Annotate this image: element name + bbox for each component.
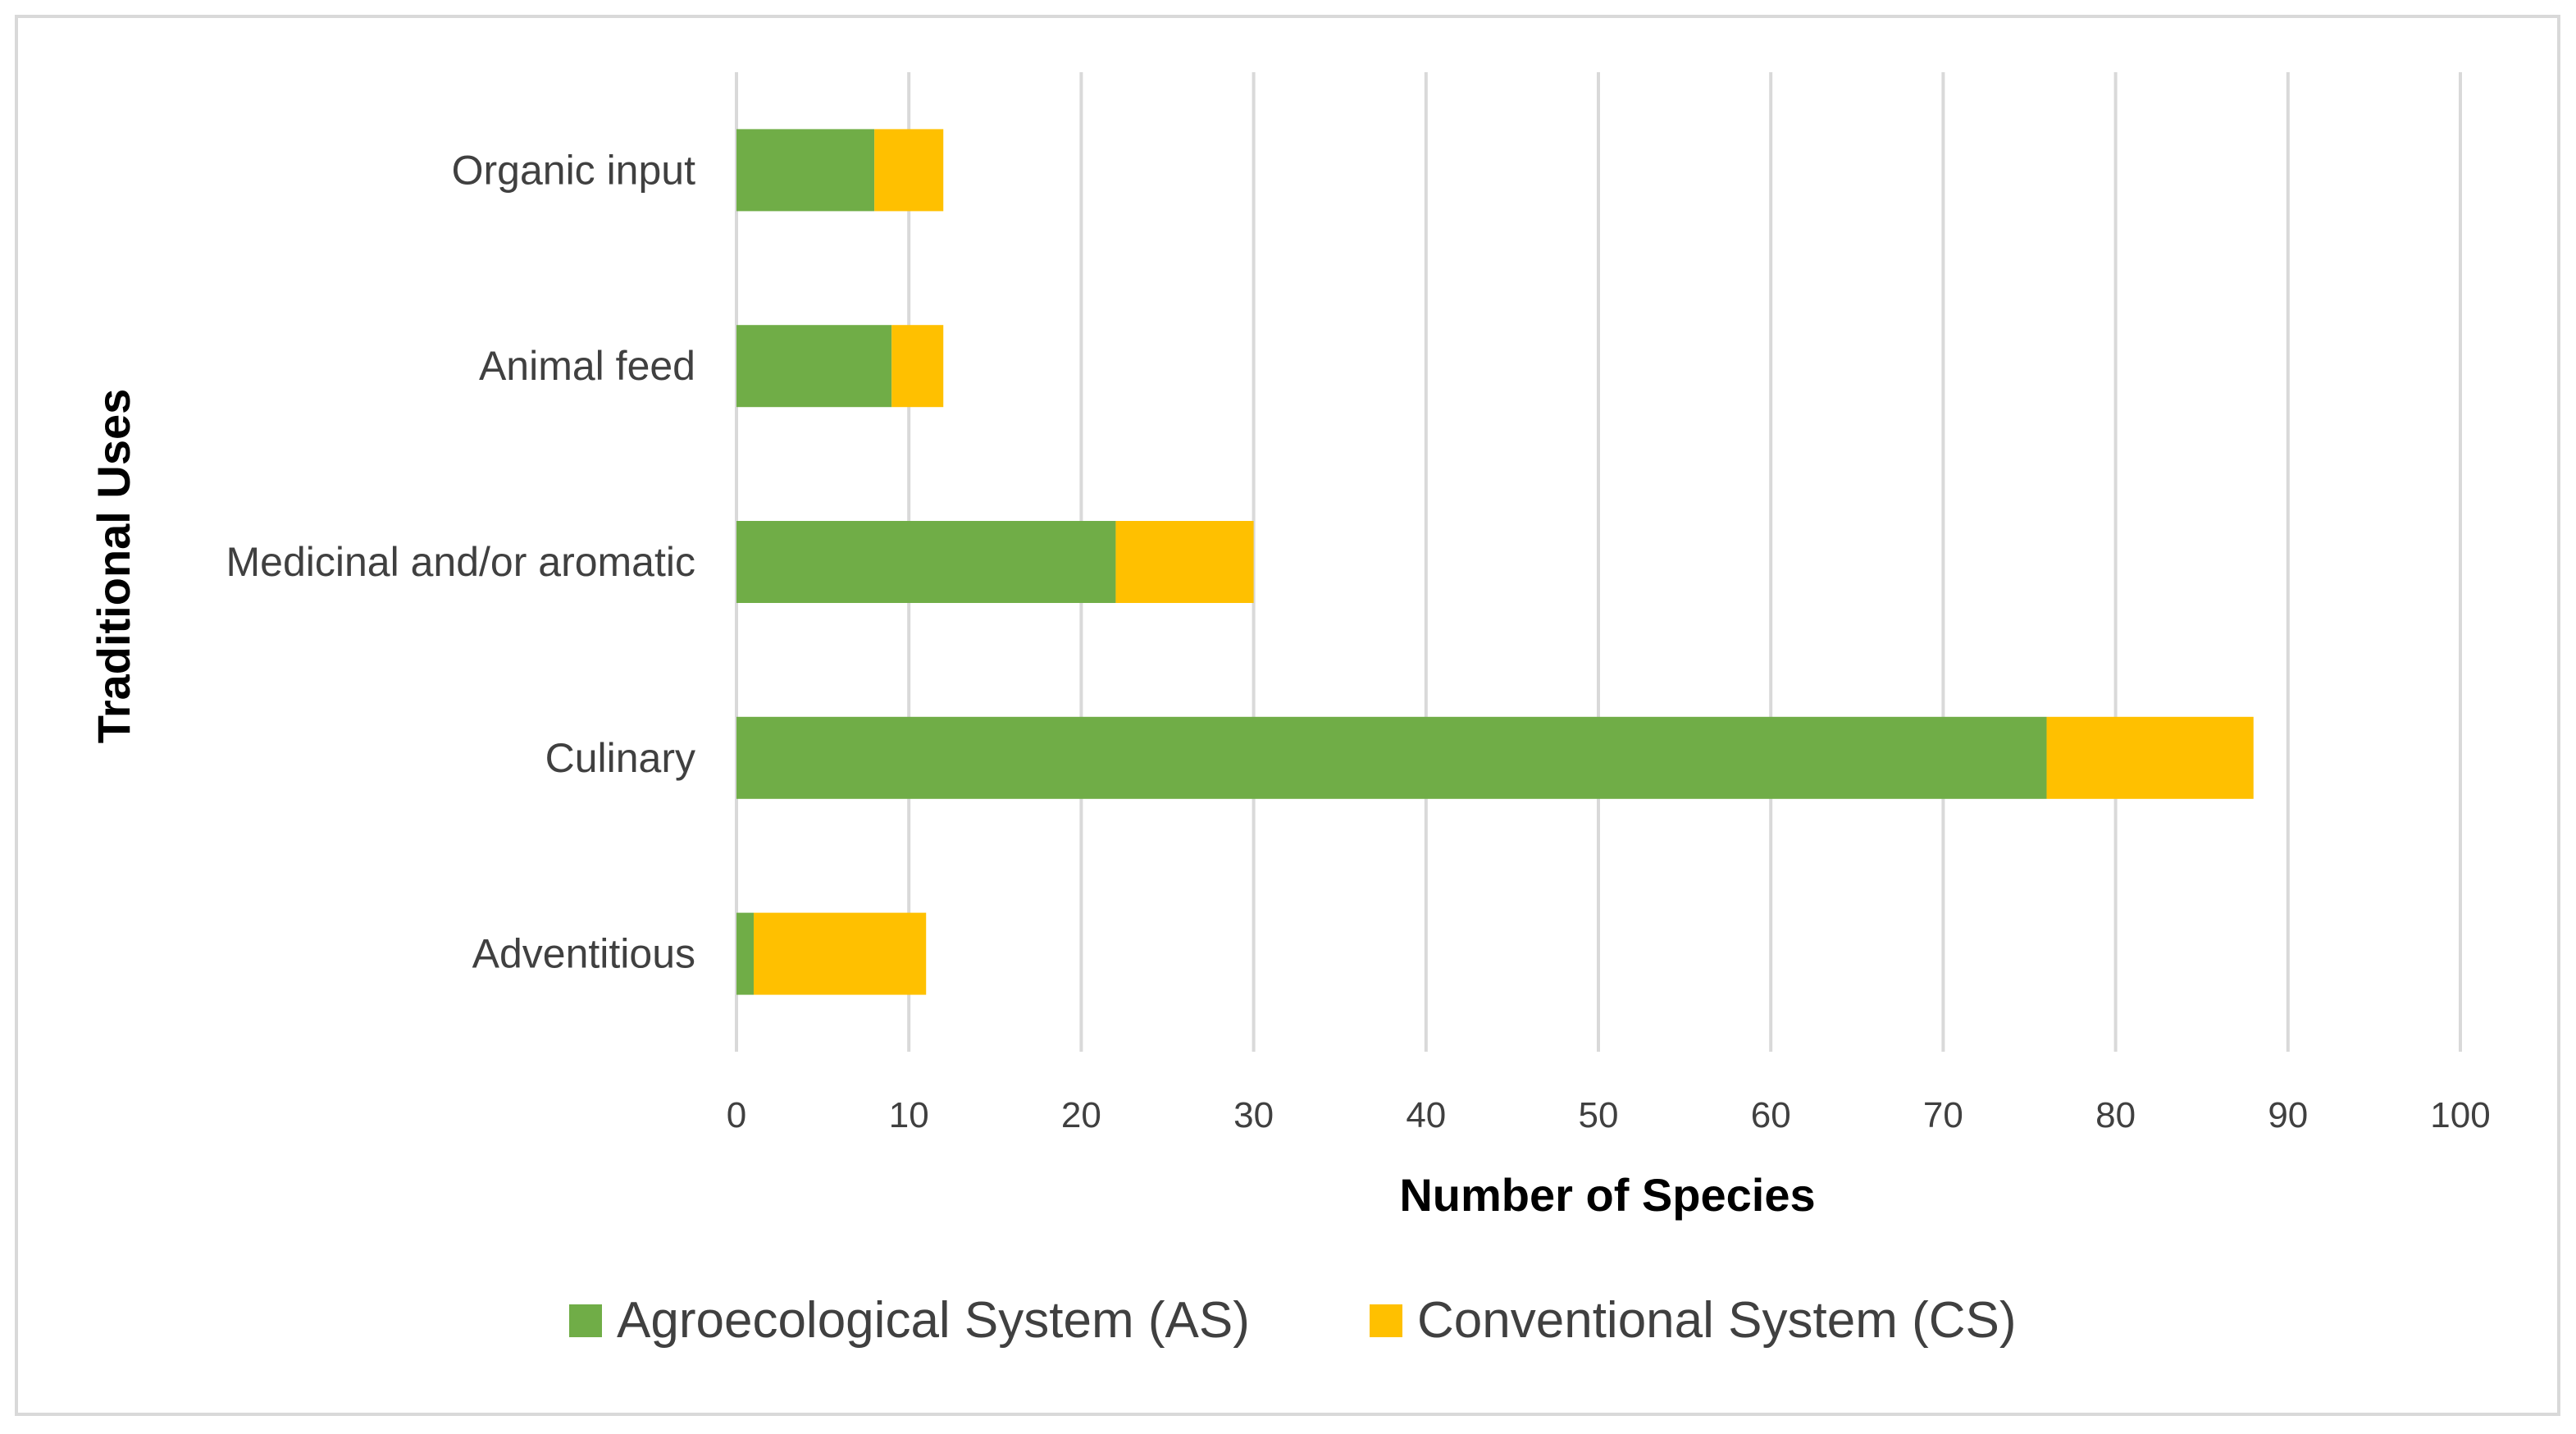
x-tick-label: 50 bbox=[1579, 1095, 1619, 1135]
bar-cs-2 bbox=[1115, 521, 1254, 603]
x-tick-label: 100 bbox=[2430, 1095, 2490, 1135]
gridlines bbox=[735, 72, 2462, 1052]
bar-cs-3 bbox=[2046, 716, 2254, 799]
bar-as-2 bbox=[736, 521, 1116, 603]
x-tick-label: 0 bbox=[727, 1095, 746, 1135]
legend-swatch-cs bbox=[1370, 1304, 1402, 1337]
category-label: Culinary bbox=[545, 735, 695, 781]
legend: Agroecological System (AS) Conventional S… bbox=[569, 1292, 2017, 1349]
bars bbox=[736, 129, 2254, 995]
x-tick-label: 30 bbox=[1233, 1095, 1274, 1135]
category-labels: Organic input Animal feed Medicinal and/or… bbox=[226, 147, 696, 976]
x-tick-label: 40 bbox=[1406, 1095, 1446, 1135]
x-tick-label: 20 bbox=[1061, 1095, 1101, 1135]
x-tick-label: 80 bbox=[2095, 1095, 2136, 1135]
x-tick-label: 70 bbox=[1923, 1095, 1963, 1135]
x-tick-labels: 0 10 20 30 40 50 60 70 80 90 100 bbox=[727, 1095, 2491, 1135]
x-axis-title: Number of Species bbox=[1399, 1169, 1815, 1221]
category-label: Animal feed bbox=[479, 343, 695, 389]
bar-as-4 bbox=[736, 912, 755, 995]
category-label: Adventitious bbox=[472, 931, 695, 977]
category-label: Organic input bbox=[452, 147, 695, 193]
bar-as-1 bbox=[736, 325, 892, 408]
x-tick-label: 10 bbox=[889, 1095, 929, 1135]
bar-cs-1 bbox=[891, 325, 944, 408]
bar-as-3 bbox=[736, 716, 2047, 799]
y-axis-title: Traditional Uses bbox=[88, 389, 139, 744]
chart-border bbox=[15, 15, 2560, 1416]
x-tick-label: 90 bbox=[2268, 1095, 2308, 1135]
x-tick-label: 60 bbox=[1751, 1095, 1791, 1135]
category-label: Medicinal and/or aromatic bbox=[226, 539, 696, 585]
legend-label-cs: Conventional System (CS) bbox=[1417, 1292, 2017, 1349]
legend-swatch-as bbox=[569, 1304, 602, 1337]
bar-cs-0 bbox=[874, 129, 944, 212]
bar-cs-4 bbox=[754, 912, 927, 995]
bar-as-0 bbox=[736, 129, 875, 212]
legend-label-as: Agroecological System (AS) bbox=[617, 1292, 1250, 1349]
